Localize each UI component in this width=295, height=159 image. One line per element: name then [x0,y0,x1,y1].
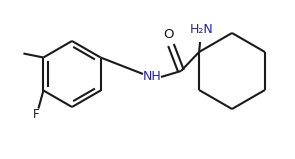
Text: O: O [164,28,174,41]
Text: H₂N: H₂N [190,23,214,36]
Text: F: F [33,108,40,121]
Text: NH: NH [142,69,161,83]
